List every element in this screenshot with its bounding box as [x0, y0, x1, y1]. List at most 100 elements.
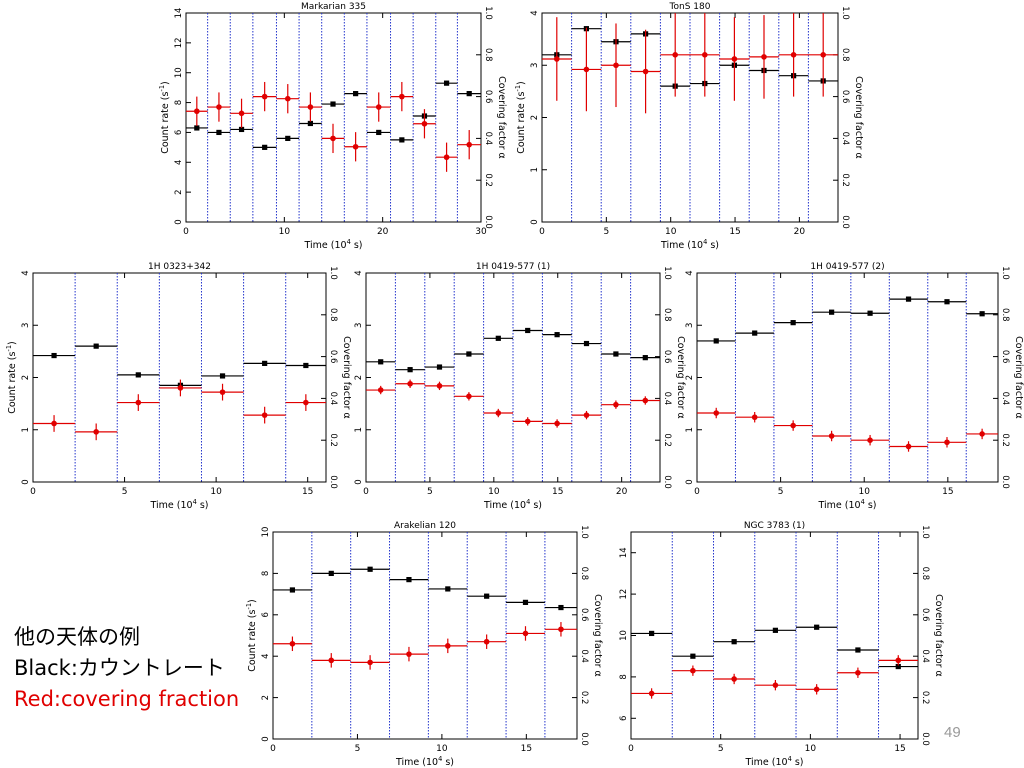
x-tick-label: 30	[475, 227, 487, 237]
covering-point	[377, 387, 384, 393]
covering-point	[613, 401, 619, 408]
x-tick-label: 10	[665, 227, 677, 237]
y-tick-label: 1	[21, 427, 31, 432]
x-tick-label: 15	[302, 487, 313, 497]
covering-point	[905, 443, 912, 450]
y2-tick-label: 0.6	[328, 350, 338, 364]
y2-tick-label: 1.0	[328, 266, 338, 280]
chart-title: Markarian 335	[301, 2, 366, 12]
y2-tick-label: 0.8	[840, 48, 850, 62]
y-tick-label: 6	[619, 716, 629, 721]
count-rate-point	[93, 343, 99, 349]
count-rate-point	[649, 630, 655, 637]
count-rate-point	[378, 359, 384, 365]
count-rate-point	[690, 653, 696, 659]
y-tick-label: 10	[174, 67, 184, 78]
y-tick-label: 4	[261, 653, 271, 658]
y-axis-label: Count rate (s-1)	[5, 341, 18, 414]
y-tick-label: 12	[619, 589, 629, 600]
covering-point	[820, 52, 826, 58]
x-tick-label: 10	[436, 744, 448, 754]
x-tick-label: 10	[858, 487, 870, 497]
count-rate-point	[194, 125, 200, 131]
count-rate-point	[353, 91, 359, 97]
y2-axis-label: Covering factor α	[1013, 336, 1024, 419]
count-rate-point	[944, 299, 950, 305]
x-tick-label: 5	[603, 227, 609, 237]
y2-tick-label: 0.2	[840, 173, 850, 187]
covering-point	[828, 433, 835, 439]
slide-caption: 他の天体の例 Black:カウントレート Red:covering fracti…	[14, 622, 239, 715]
covering-point	[289, 640, 296, 647]
y2-tick-label: 0.4	[1000, 392, 1010, 406]
covering-point	[330, 135, 336, 142]
covering-point	[522, 630, 529, 637]
x-tick-label: 20	[377, 227, 389, 237]
count-rate-point	[642, 355, 648, 361]
chart-0: Markarian 335 0 10 20 30 0 2 4 6 8 10 12 14 0.0 0.2 0.4…	[158, 2, 507, 251]
covering-point	[648, 690, 655, 697]
y2-tick-label: 0.4	[579, 649, 589, 663]
count-rate-point	[495, 335, 501, 341]
covering-point	[406, 651, 412, 657]
y2-tick-label: 0.6	[579, 608, 589, 622]
covering-point	[51, 420, 57, 427]
y-tick-label: 12	[174, 37, 184, 48]
covering-point	[328, 657, 335, 664]
x-axis-label: Time (104 s)	[395, 755, 454, 768]
y-tick-label: 2	[174, 189, 184, 194]
y-tick-label: 1	[354, 427, 364, 432]
y2-tick-label: 1.0	[483, 6, 493, 20]
caption-black-legend: Black:カウントレート	[14, 656, 225, 680]
y2-tick-label: 1.0	[920, 525, 930, 539]
x-tick-label: 15	[521, 744, 532, 754]
x-axis-label: Time (104 s)	[745, 755, 804, 768]
caption-title: 他の天体の例	[14, 625, 140, 649]
caption-red-legend: Red:covering fraction	[14, 687, 240, 711]
y-tick-label: 4	[354, 270, 364, 275]
y2-tick-label: 0.0	[483, 215, 493, 229]
covering-point	[702, 52, 708, 58]
y-tick-label: 4	[685, 270, 695, 275]
count-rate-point	[407, 367, 413, 373]
count-rate-point	[814, 624, 820, 630]
y-tick-label: 0	[261, 736, 271, 741]
y2-axis-label: Covering factor α	[933, 594, 944, 677]
y-tick-label: 8	[261, 571, 271, 576]
y-tick-label: 10	[261, 527, 271, 538]
covering-point	[443, 154, 450, 161]
y-tick-label: 2	[261, 695, 271, 700]
covering-point	[672, 52, 678, 58]
y-tick-label: 14	[619, 547, 629, 558]
y2-axis-label: Covering factor α	[853, 76, 864, 159]
x-tick-label: 10	[279, 227, 291, 237]
chart-title: Arakelian 120	[394, 521, 456, 531]
y2-tick-label: 0.8	[579, 567, 589, 581]
y-tick-label: 1	[530, 167, 540, 172]
y2-tick-label: 1.0	[840, 6, 850, 20]
count-rate-point	[328, 570, 334, 577]
covering-point	[751, 414, 758, 421]
count-rate-point	[905, 296, 912, 302]
count-rate-point	[466, 351, 472, 357]
y2-tick-label: 0.6	[840, 90, 850, 104]
y-tick-label: 8	[619, 674, 629, 679]
covering-point	[790, 422, 796, 429]
count-rate-point	[525, 327, 531, 334]
y2-tick-label: 0.6	[920, 608, 930, 622]
y2-tick-label: 0.0	[920, 732, 930, 746]
plot-frame	[32, 272, 327, 483]
count-rate-point	[613, 351, 619, 357]
y2-tick-label: 0.6	[483, 90, 493, 104]
count-rate-point	[289, 587, 296, 593]
plot-frame	[696, 272, 999, 483]
x-axis-label: Time (104 s)	[150, 498, 209, 511]
count-rate-point	[731, 639, 737, 645]
covering-point	[554, 420, 560, 427]
y2-axis-label: Covering factor α	[341, 336, 352, 419]
covering-point	[895, 657, 902, 664]
y2-tick-label: 0.8	[328, 308, 338, 322]
count-rate-point	[558, 604, 564, 611]
chart-4: 1H 0419-577 (2) 0 5 10 15 0 1 2 3 4 0.0 0.2 0.4 0.6 0.…	[685, 262, 1024, 511]
plot-frame	[185, 12, 482, 223]
